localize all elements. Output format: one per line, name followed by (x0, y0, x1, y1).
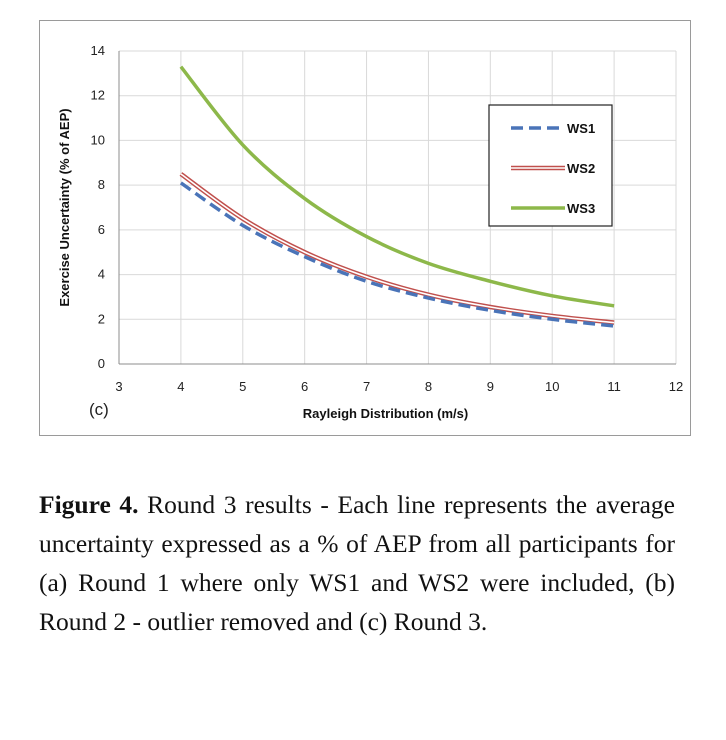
x-tick-label: 8 (425, 379, 432, 394)
x-tick-label: 10 (545, 379, 559, 394)
x-tick-label: 4 (177, 379, 184, 394)
series-line-ws3 (179, 65, 615, 308)
series-line-ws1 (179, 181, 615, 328)
legend-box (488, 104, 613, 227)
x-axis-title: Rayleigh Distribution (m/s) (303, 406, 468, 421)
legend-label-ws3: WS3 (567, 201, 595, 216)
y-tick-label: 6 (98, 222, 105, 237)
x-tick-label: 11 (607, 379, 621, 394)
y-tick-label: 2 (98, 311, 105, 326)
figure-caption: Figure 4. Round 3 results - Each line re… (39, 485, 675, 641)
line-chart: 0 2 4 6 8 10 12 14 3 4 5 6 7 8 9 10 11 12 Rayleigh Distrib… (57, 43, 683, 421)
x-tick-label: 3 (115, 379, 122, 394)
series-line-ws2-inner (180, 173, 615, 324)
panel-label: (c) (89, 400, 109, 419)
x-tick-label: 12 (669, 379, 683, 394)
x-tick-label: 5 (239, 379, 246, 394)
legend-label-ws2: WS2 (567, 161, 595, 176)
x-tick-label: 7 (363, 379, 370, 394)
y-tick-label: 0 (98, 356, 105, 371)
caption-text: Round 3 results - Each line represents t… (39, 490, 675, 636)
y-tick-label: 8 (98, 177, 105, 192)
y-axis-title: Exercise Uncertainty (% of AEP) (57, 108, 72, 306)
caption-label: Figure 4. (39, 490, 139, 519)
legend-label-ws1: WS1 (567, 121, 595, 136)
y-tick-label: 14 (91, 43, 105, 58)
y-tick-label: 10 (91, 132, 105, 147)
x-tick-label: 6 (301, 379, 308, 394)
chart-frame: 0 2 4 6 8 10 12 14 3 4 5 6 7 8 9 10 11 12 Rayleigh Distrib… (39, 20, 691, 436)
y-tick-label: 12 (91, 88, 105, 103)
y-tick-label: 4 (98, 267, 105, 282)
x-tick-label: 9 (487, 379, 494, 394)
